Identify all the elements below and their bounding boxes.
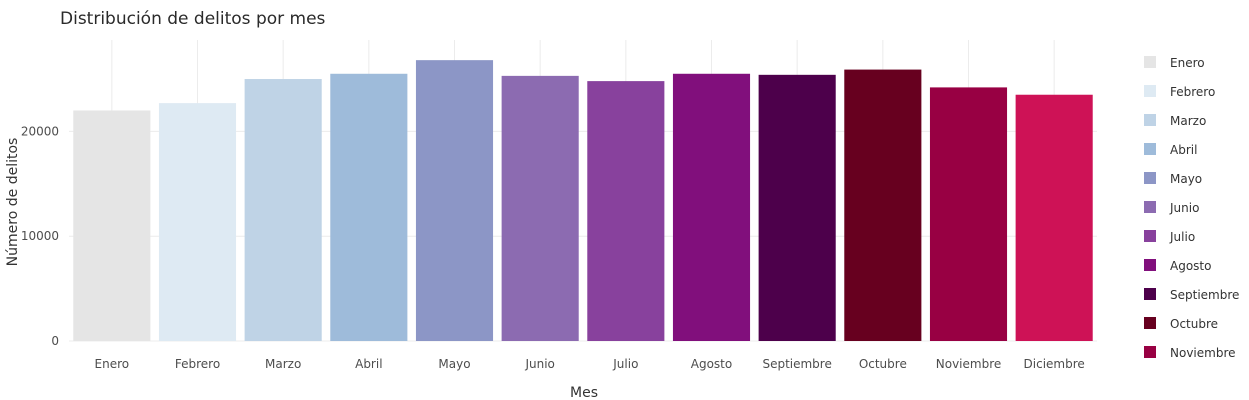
legend-swatch[interactable] xyxy=(1144,288,1156,300)
bar-diciembre[interactable] xyxy=(1015,94,1093,341)
y-tick-label: 20000 xyxy=(21,124,59,138)
bar-enero[interactable] xyxy=(73,110,151,341)
bar-octubre[interactable] xyxy=(844,69,922,342)
bars xyxy=(73,60,1093,342)
bar-abril[interactable] xyxy=(330,73,408,341)
x-tick-label: Marzo xyxy=(265,357,301,371)
legend-swatch[interactable] xyxy=(1144,85,1156,97)
x-tick-label: Noviembre xyxy=(936,357,1002,371)
x-tick-label: Enero xyxy=(95,357,130,371)
legend-label[interactable]: Mayo xyxy=(1170,172,1202,186)
chart-title: Distribución de delitos por mes xyxy=(60,9,326,29)
x-tick-label: Agosto xyxy=(691,357,732,371)
bar-septiembre[interactable] xyxy=(758,74,836,342)
legend-label[interactable]: Julio xyxy=(1169,230,1195,244)
x-tick-label: Octubre xyxy=(859,357,907,371)
x-tick-label: Abril xyxy=(355,357,382,371)
legend-label[interactable]: Octubre xyxy=(1170,317,1218,331)
legend-swatch[interactable] xyxy=(1144,201,1156,213)
legend-label[interactable]: Agosto xyxy=(1170,259,1211,273)
y-axis-label: Número de delitos xyxy=(5,138,21,267)
x-tick-label: Diciembre xyxy=(1024,357,1085,371)
bar-junio[interactable] xyxy=(501,75,579,341)
legend-swatch[interactable] xyxy=(1144,172,1156,184)
x-tick-label: Mayo xyxy=(438,357,470,371)
y-tick-label: 10000 xyxy=(21,229,59,243)
x-tick-label: Febrero xyxy=(175,357,220,371)
bar-febrero[interactable] xyxy=(158,103,237,341)
legend-swatch[interactable] xyxy=(1144,317,1156,329)
legend: Enero Febrero Marzo Abril Mayo Junio Julio Agos… xyxy=(1144,56,1239,360)
bar-marzo[interactable] xyxy=(244,79,322,341)
legend-label[interactable]: Marzo xyxy=(1170,114,1206,128)
legend-swatch[interactable] xyxy=(1144,56,1156,68)
legend-swatch[interactable] xyxy=(1144,143,1156,155)
legend-label[interactable]: Noviembre xyxy=(1170,346,1236,360)
legend-swatch[interactable] xyxy=(1144,230,1156,242)
legend-swatch[interactable] xyxy=(1144,114,1156,126)
legend-label[interactable]: Enero xyxy=(1170,56,1205,70)
bar-noviembre[interactable] xyxy=(929,87,1008,341)
legend-swatch[interactable] xyxy=(1144,259,1156,271)
y-tick-label: 0 xyxy=(51,334,59,348)
legend-label[interactable]: Febrero xyxy=(1170,85,1215,99)
legend-label[interactable]: Junio xyxy=(1169,201,1199,215)
x-tick-label: Junio xyxy=(524,357,554,371)
bar-mayo[interactable] xyxy=(415,60,494,341)
legend-label[interactable]: Septiembre xyxy=(1170,288,1239,302)
x-tick-label: Julio xyxy=(612,357,638,371)
legend-swatch[interactable] xyxy=(1144,346,1156,358)
x-tick-labels: Enero Febrero Marzo Abril Mayo Junio Julio Agos… xyxy=(95,357,1085,371)
legend-label[interactable]: Abril xyxy=(1170,143,1197,157)
y-tick-labels: 0 10000 20000 xyxy=(21,124,59,348)
bar-julio[interactable] xyxy=(587,81,665,341)
x-axis-label: Mes xyxy=(570,385,598,400)
bar-agosto[interactable] xyxy=(672,73,751,341)
x-tick-label: Septiembre xyxy=(762,357,831,371)
